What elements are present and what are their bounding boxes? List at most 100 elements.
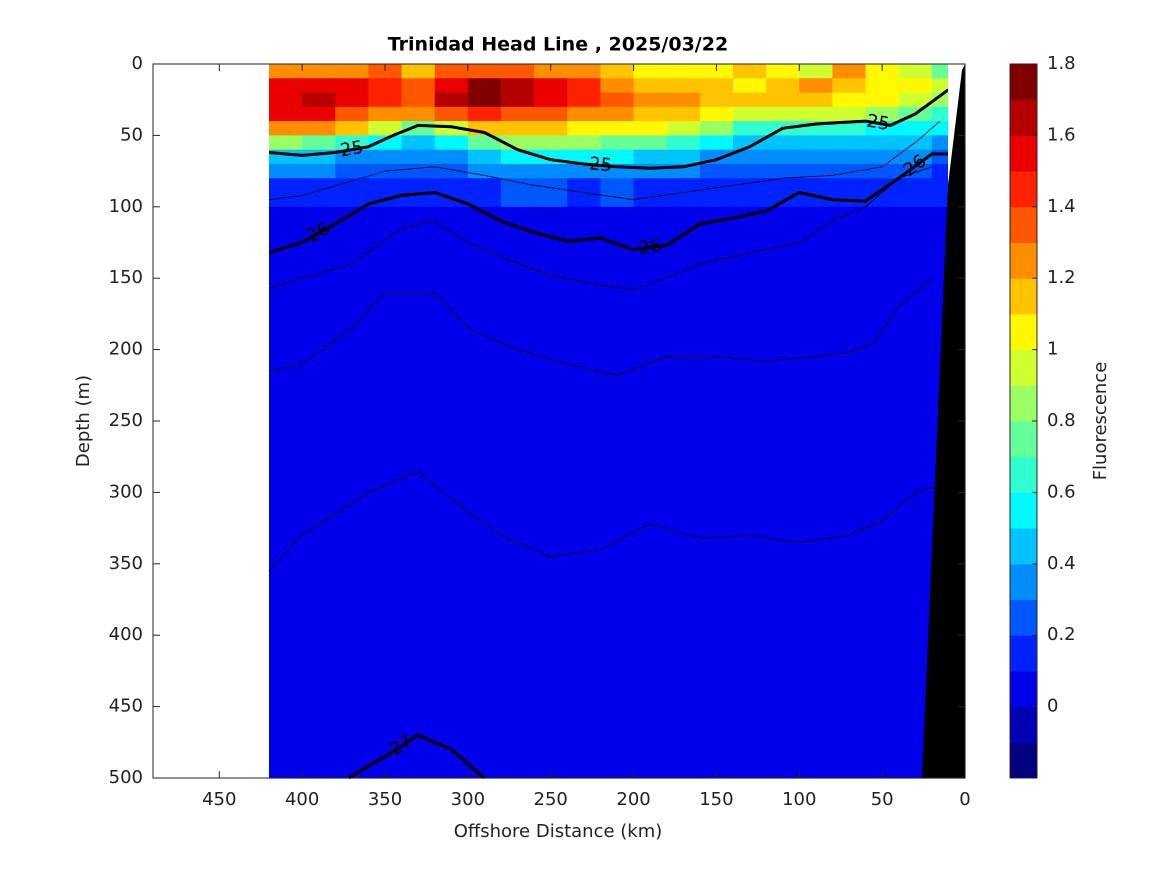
cell: [733, 206, 767, 779]
cell: [434, 64, 469, 79]
axes: 450 400 350 300 250 200 150 100 50 00501001502002…: [109, 53, 1076, 810]
thin-contour: [268, 120, 941, 201]
cell: [368, 92, 403, 108]
cell: [600, 64, 635, 79]
cell: [733, 163, 767, 179]
cell: [633, 121, 668, 136]
colorbar-band: [1010, 99, 1037, 136]
cell: [799, 149, 834, 165]
cell: [467, 206, 502, 779]
cell: [335, 92, 370, 108]
cell: [600, 92, 635, 108]
cell: [865, 135, 900, 151]
colorbar-band: [1010, 171, 1037, 208]
cell: [832, 121, 867, 136]
cell: [501, 206, 535, 779]
cell: [567, 121, 602, 136]
x-tick-label: 50: [871, 789, 894, 810]
cell: [832, 92, 867, 108]
y-tick-label: 350: [109, 553, 143, 574]
chart-title: Trinidad Head Line , 2025/03/22: [388, 34, 728, 56]
y-tick-label: 450: [109, 696, 143, 717]
contour-label: 25: [339, 137, 365, 162]
cell: [302, 206, 336, 779]
cell: [269, 64, 303, 79]
y-tick-label: 300: [109, 481, 143, 502]
cell: [269, 163, 303, 179]
cell: [600, 178, 635, 208]
cell: [832, 78, 867, 94]
cell: [733, 135, 767, 151]
cell: [633, 78, 668, 94]
cell: [401, 78, 436, 94]
cell: [865, 206, 900, 779]
cell: [501, 78, 535, 94]
cell: [733, 106, 767, 122]
cell: [467, 92, 502, 108]
cell: [501, 92, 535, 108]
cell: [401, 206, 436, 779]
colorbar-tick-label: 0.6: [1047, 481, 1076, 502]
colorbar-tick-label: 1.8: [1047, 53, 1076, 74]
y-tick-label: 150: [109, 267, 143, 288]
cell: [302, 178, 336, 208]
cell: [467, 135, 502, 151]
colorbar-band: [1010, 64, 1037, 101]
colorbar-tick-label: 1: [1047, 339, 1058, 360]
cell: [467, 106, 502, 122]
contour-label: 25: [588, 153, 613, 176]
y-tick-label: 200: [109, 339, 143, 360]
cell: [302, 64, 336, 79]
cell: [534, 64, 568, 79]
cell: [567, 92, 602, 108]
cell: [368, 64, 403, 79]
colorbar-tick-label: 0.4: [1047, 553, 1076, 574]
cell: [666, 92, 701, 108]
cell: [567, 135, 602, 151]
cell: [633, 206, 668, 779]
cell: [766, 64, 800, 79]
cell: [401, 163, 436, 179]
cell: [898, 92, 933, 108]
cell: [269, 92, 303, 108]
cell: [534, 92, 568, 108]
cell: [699, 121, 734, 136]
cell: [368, 106, 403, 122]
y-axis-label: Depth (m): [73, 375, 94, 467]
cell: [898, 135, 933, 151]
cell: [434, 106, 469, 122]
cell: [799, 163, 834, 179]
cell: [865, 92, 900, 108]
cell: [898, 121, 933, 136]
cell: [567, 64, 602, 79]
cell: [434, 206, 469, 779]
cell: [401, 135, 436, 151]
cell: [534, 135, 568, 151]
cell: [434, 135, 469, 151]
cell: [534, 178, 568, 208]
colorbar-band: [1010, 278, 1037, 315]
cell: [832, 206, 867, 779]
cell: [832, 135, 867, 151]
cell: [766, 135, 800, 151]
cell: [600, 206, 635, 779]
cell: [832, 178, 867, 208]
cell: [501, 121, 535, 136]
cell: [766, 149, 800, 165]
colorbar-band: [1010, 135, 1037, 172]
cell: [733, 78, 767, 94]
cell: [434, 92, 469, 108]
colorbar-band: [1010, 563, 1037, 600]
cell: [302, 135, 336, 151]
cell: [799, 78, 834, 94]
cell: [666, 149, 701, 165]
cell: [567, 163, 602, 179]
cell: [766, 92, 800, 108]
y-tick-label: 0: [132, 53, 143, 74]
cell: [401, 106, 436, 122]
labeled-contour: [347, 733, 486, 780]
cell: [766, 106, 800, 122]
cell: [302, 92, 336, 108]
cell: [898, 178, 933, 208]
cell: [335, 206, 370, 779]
